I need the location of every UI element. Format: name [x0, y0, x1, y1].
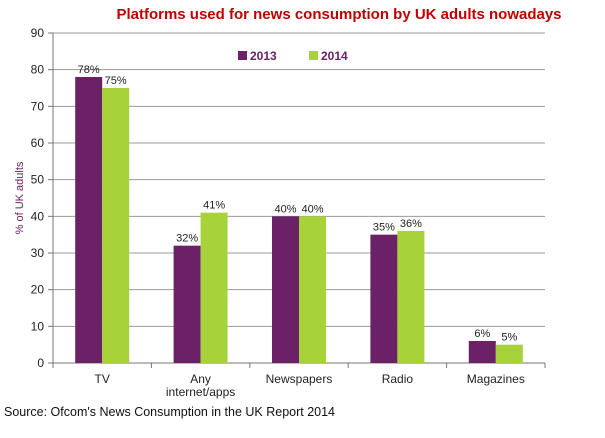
- bar-2013: [75, 77, 103, 363]
- x-tick-label: Radio: [382, 372, 414, 386]
- bar-2014: [102, 88, 130, 363]
- y-tick-label: 80: [31, 63, 45, 77]
- y-tick-label: 10: [31, 319, 45, 333]
- y-tick-label: 70: [31, 99, 45, 113]
- y-tick-label: 40: [31, 209, 45, 223]
- y-tick-label: 50: [31, 173, 45, 187]
- legend-label-2013: 2013: [250, 49, 277, 63]
- bar-2013: [272, 216, 299, 363]
- y-tick-label: 90: [31, 26, 45, 40]
- y-tick-label: 20: [31, 283, 45, 297]
- bar-chart: Platforms used for news consumption by U…: [14, 6, 562, 399]
- bar-2013: [370, 234, 398, 363]
- legend: 2013 2014: [238, 49, 348, 63]
- chart-title: Platforms used for news consumption by U…: [116, 6, 561, 23]
- data-label: 78%: [78, 64, 100, 76]
- data-label: 75%: [105, 75, 127, 87]
- bar-2014: [200, 212, 228, 363]
- data-labels: 78% 75% 32% 41% 40% 40% 35% 36% 6% 5%: [78, 64, 518, 344]
- bar-2013: [468, 341, 496, 363]
- source-note: Source: Ofcom's News Consumption in the …: [4, 405, 336, 419]
- y-tick-label: 0: [37, 356, 44, 370]
- data-label: 5%: [501, 332, 517, 344]
- data-label: 36%: [400, 218, 422, 230]
- data-label: 41%: [203, 200, 225, 212]
- legend-label-2014: 2014: [321, 49, 348, 63]
- data-label: 40%: [301, 203, 323, 215]
- bar-2014: [299, 216, 326, 363]
- y-tick-label: 30: [31, 246, 45, 260]
- data-label: 35%: [373, 222, 395, 234]
- x-tick-label: Any: [190, 372, 211, 386]
- x-tick-label: internet/apps: [166, 385, 235, 399]
- bars: [75, 77, 523, 363]
- bar-2014: [495, 344, 523, 363]
- legend-swatch-2014: [309, 51, 318, 60]
- x-tick-label: Magazines: [467, 372, 525, 386]
- x-tick-label: TV: [95, 372, 110, 386]
- gridlines: [53, 32, 545, 327]
- y-tick-label: 60: [31, 136, 45, 150]
- data-label: 40%: [274, 203, 296, 215]
- x-tick-label: Newspapers: [266, 372, 333, 386]
- data-label: 6%: [474, 328, 490, 340]
- legend-swatch-2013: [238, 51, 247, 60]
- y-axis-title: % of UK adults: [14, 161, 26, 234]
- data-label: 32%: [176, 233, 198, 245]
- bar-2014: [397, 231, 425, 363]
- bar-2013: [173, 245, 201, 363]
